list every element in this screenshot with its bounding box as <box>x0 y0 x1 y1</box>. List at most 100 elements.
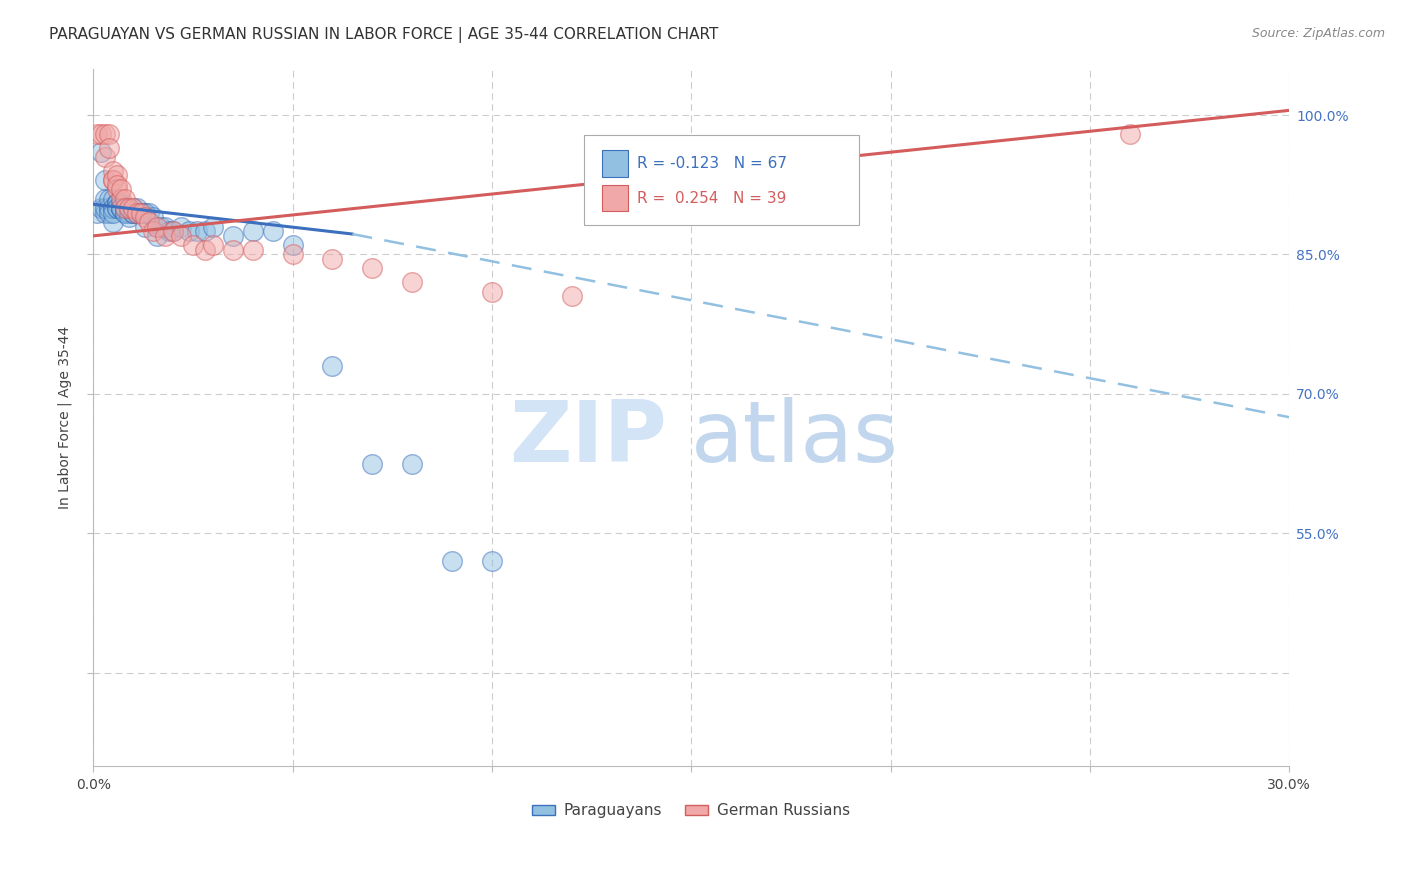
Point <box>194 224 217 238</box>
Point <box>222 228 245 243</box>
Point <box>101 215 124 229</box>
Point <box>129 205 152 219</box>
Point <box>201 219 224 234</box>
Point <box>94 192 117 206</box>
Point <box>153 219 176 234</box>
FancyBboxPatch shape <box>583 135 859 226</box>
Text: atlas: atlas <box>692 397 900 480</box>
Point <box>101 173 124 187</box>
Point <box>94 127 117 141</box>
Point <box>101 205 124 219</box>
Point <box>110 201 132 215</box>
Point <box>105 196 128 211</box>
Point <box>90 145 112 160</box>
Point <box>94 201 117 215</box>
Point <box>105 201 128 215</box>
Point <box>242 243 264 257</box>
Point <box>481 554 503 568</box>
Point <box>170 228 193 243</box>
Point <box>321 252 343 267</box>
Point <box>401 457 423 471</box>
Point <box>129 205 152 219</box>
Point <box>98 201 121 215</box>
Point <box>101 163 124 178</box>
FancyBboxPatch shape <box>602 150 628 177</box>
Point <box>98 205 121 219</box>
Point <box>101 192 124 206</box>
Point <box>98 201 121 215</box>
Point <box>101 201 124 215</box>
Point <box>129 205 152 219</box>
Point <box>122 201 145 215</box>
Point <box>162 224 184 238</box>
Point <box>110 196 132 211</box>
Point <box>177 224 200 238</box>
Point <box>122 201 145 215</box>
Point <box>142 211 165 225</box>
FancyBboxPatch shape <box>602 185 628 211</box>
Point <box>561 289 583 303</box>
Point <box>481 285 503 299</box>
Point <box>110 182 132 196</box>
Point <box>262 224 284 238</box>
Point <box>101 173 124 187</box>
Point <box>194 243 217 257</box>
Point <box>125 205 148 219</box>
Point <box>361 457 384 471</box>
Point <box>105 182 128 196</box>
Point <box>134 205 156 219</box>
Point <box>118 211 141 225</box>
Point <box>94 205 117 219</box>
Point <box>149 219 172 234</box>
Point <box>118 201 141 215</box>
Point <box>110 201 132 215</box>
Point <box>110 201 132 215</box>
Point <box>86 205 108 219</box>
Point <box>125 205 148 219</box>
Point <box>122 205 145 219</box>
Text: ZIP: ZIP <box>509 397 668 480</box>
Point <box>110 201 132 215</box>
Point <box>361 261 384 276</box>
Text: R =  0.254   N = 39: R = 0.254 N = 39 <box>637 191 787 206</box>
Point <box>110 192 132 206</box>
Point <box>114 205 136 219</box>
Point <box>134 205 156 219</box>
Point <box>1119 127 1142 141</box>
Point <box>146 219 169 234</box>
Point <box>142 224 165 238</box>
Point <box>162 224 184 238</box>
Point <box>181 238 204 252</box>
Point <box>98 127 121 141</box>
Point <box>105 196 128 211</box>
Point <box>94 150 117 164</box>
Point <box>98 192 121 206</box>
Point <box>201 238 224 252</box>
Point <box>186 224 208 238</box>
Point <box>157 224 180 238</box>
Point <box>122 205 145 219</box>
Point <box>281 247 304 261</box>
Point <box>321 359 343 373</box>
Point <box>105 196 128 211</box>
Text: PARAGUAYAN VS GERMAN RUSSIAN IN LABOR FORCE | AGE 35-44 CORRELATION CHART: PARAGUAYAN VS GERMAN RUSSIAN IN LABOR FO… <box>49 27 718 43</box>
Point <box>281 238 304 252</box>
Point <box>114 205 136 219</box>
Point <box>110 201 132 215</box>
Point <box>90 201 112 215</box>
Legend: Paraguayans, German Russians: Paraguayans, German Russians <box>526 797 856 824</box>
Point <box>86 127 108 141</box>
Y-axis label: In Labor Force | Age 35-44: In Labor Force | Age 35-44 <box>58 326 72 508</box>
Text: Source: ZipAtlas.com: Source: ZipAtlas.com <box>1251 27 1385 40</box>
Point <box>94 173 117 187</box>
Point <box>222 243 245 257</box>
Point <box>153 228 176 243</box>
Point <box>134 219 156 234</box>
Point <box>122 205 145 219</box>
Text: R = -0.123   N = 67: R = -0.123 N = 67 <box>637 156 787 171</box>
Point <box>118 201 141 215</box>
Point <box>440 554 463 568</box>
Point <box>170 219 193 234</box>
Point <box>114 201 136 215</box>
Point <box>105 178 128 192</box>
